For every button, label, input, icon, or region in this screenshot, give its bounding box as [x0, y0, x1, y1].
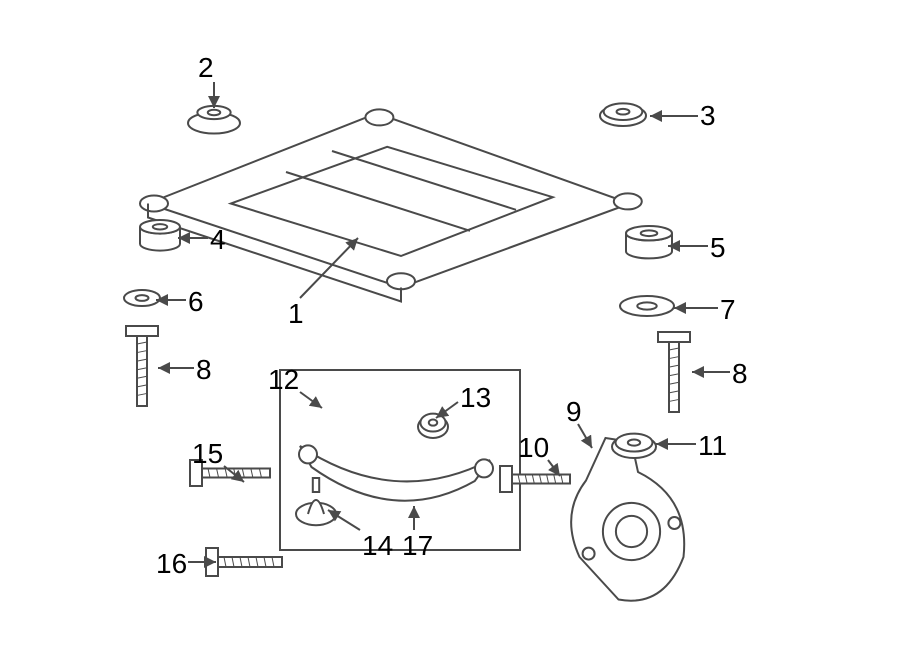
upper-mount-bushing [188, 106, 240, 134]
knuckle-bushing [612, 434, 656, 458]
callout-arrow-c9 [578, 424, 592, 448]
callout-label-c7: 7 [720, 296, 736, 324]
callout-label-c9: 9 [566, 398, 582, 426]
callout-label-c15: 15 [192, 440, 223, 468]
arm-rear-bolt [206, 548, 282, 576]
rear-washer [620, 296, 674, 316]
callout-label-c14: 14 [362, 532, 393, 560]
callout-label-c8b: 8 [732, 360, 748, 388]
callout-label-c3: 3 [700, 102, 716, 130]
callout-label-c1: 1 [288, 300, 304, 328]
callout-label-c11: 11 [698, 432, 727, 460]
steering-knuckle [571, 438, 684, 601]
lower-insulator [626, 226, 672, 258]
callout-label-c16: 16 [156, 550, 187, 578]
control-arm-bushing [418, 414, 448, 438]
diagram-svg [0, 0, 900, 661]
callout-label-c10: 10 [518, 434, 549, 462]
rear-mount-bolt [658, 332, 690, 412]
callout-label-c8a: 8 [196, 356, 212, 384]
callout-label-c4: 4 [210, 226, 226, 254]
parts-diagram-stage: 12345678891011121314151617 [0, 0, 900, 661]
callout-label-c2: 2 [198, 54, 214, 82]
front-washer [124, 290, 160, 306]
front-mount-bolt [126, 326, 158, 406]
knuckle-bolt [500, 466, 570, 492]
callout-label-c5: 5 [710, 234, 726, 262]
callout-label-c17: 17 [402, 532, 433, 560]
callout-label-c13: 13 [460, 384, 491, 412]
engine-cradle-frame [140, 109, 642, 301]
callout-label-c12: 12 [268, 366, 299, 394]
callout-label-c6: 6 [188, 288, 204, 316]
lower-mount-cup [140, 220, 180, 251]
upper-insulator [600, 103, 646, 126]
